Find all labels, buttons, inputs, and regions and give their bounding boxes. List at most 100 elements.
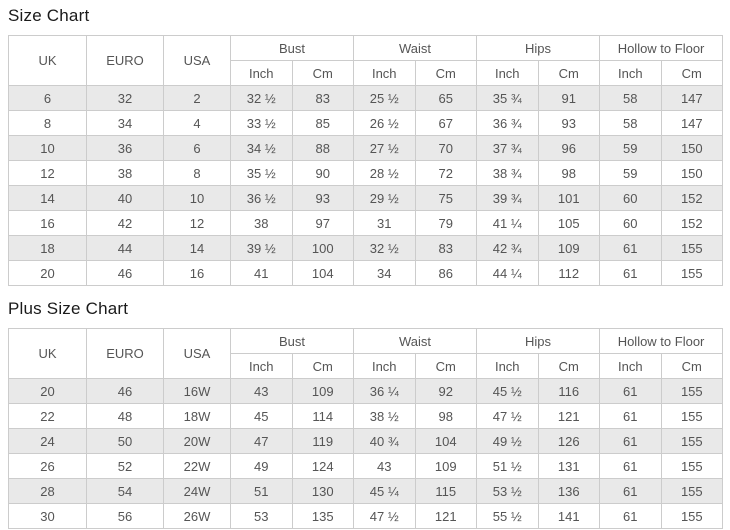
table-cell: 20 — [8, 260, 87, 286]
table-cell: 93 — [291, 185, 355, 211]
table-cell: 56 — [86, 503, 164, 529]
table-cell: 58 — [599, 110, 662, 136]
table-cell: 61 — [599, 478, 662, 504]
table-cell: 38 — [86, 160, 164, 186]
table-cell: 16 — [8, 210, 87, 236]
table-cell: 42 — [86, 210, 164, 236]
table-cell: 67 — [414, 110, 478, 136]
table-cell: 6 — [163, 135, 231, 161]
table-cell: 51 ½ — [476, 453, 539, 479]
table-cell: 30 — [8, 503, 87, 529]
table-cell: 42 ¾ — [476, 235, 539, 261]
table-cell: 75 — [414, 185, 478, 211]
table-cell: 155 — [660, 428, 724, 454]
unit-header-waist-cm: Cm — [414, 60, 478, 86]
table-cell: 10 — [8, 135, 87, 161]
table-cell: 39 ½ — [230, 235, 293, 261]
table-cell: 59 — [599, 135, 662, 161]
table-cell: 45 ½ — [476, 378, 539, 404]
table-cell: 47 — [230, 428, 293, 454]
table-cell: 36 ¼ — [353, 378, 416, 404]
table-row: 8 34 4 33 ½ 85 26 ½ 67 36 ¾ 93 58 147 — [8, 110, 724, 136]
table-cell: 51 — [230, 478, 293, 504]
unit-header-hollow-inch: Inch — [599, 60, 662, 86]
table-body: 20 46 16W 43 109 36 ¼ 92 45 ½ 116 61 155 22 48 18W 45 1… — [8, 378, 724, 529]
table-cell: 16 — [163, 260, 231, 286]
table-cell: 16W — [163, 378, 231, 404]
col-header-bust: Bust — [229, 328, 355, 354]
table-cell: 147 — [660, 85, 724, 111]
table-cell: 59 — [599, 160, 662, 186]
table-cell: 88 — [291, 135, 355, 161]
table-cell: 61 — [599, 453, 662, 479]
header-row-units: Inch Cm Inch Cm Inch Cm Inch Cm — [9, 60, 724, 86]
unit-header-waist-inch: Inch — [353, 60, 416, 86]
unit-header-bust-cm: Cm — [291, 60, 355, 86]
table-cell: 100 — [291, 235, 355, 261]
table-cell: 58 — [599, 85, 662, 111]
table-cell: 8 — [8, 110, 87, 136]
table-cell: 45 — [230, 403, 293, 429]
table-cell: 119 — [291, 428, 355, 454]
table-cell: 45 ¼ — [353, 478, 416, 504]
table-cell: 33 ½ — [230, 110, 293, 136]
plus-size-chart-table: UK EURO USA Bust Waist Hips Hollow to Fl… — [8, 328, 724, 529]
plus-size-chart-title: Plus Size Chart — [8, 299, 129, 318]
table-cell: 38 ¾ — [476, 160, 539, 186]
col-header-hips: Hips — [476, 328, 601, 354]
table-cell: 155 — [660, 403, 724, 429]
table-cell: 44 ¼ — [476, 260, 539, 286]
table-cell: 155 — [660, 478, 724, 504]
table-cell: 22 — [8, 403, 87, 429]
table-cell: 114 — [291, 403, 355, 429]
table-cell: 61 — [599, 403, 662, 429]
table-cell: 28 ½ — [353, 160, 416, 186]
table-body: 6 32 2 32 ½ 83 25 ½ 65 35 ¾ 91 58 147 8 34 4 33 ½ 85 26 … — [8, 85, 724, 286]
col-header-euro: EURO — [86, 35, 164, 86]
table-cell: 121 — [414, 503, 478, 529]
table-row: 22 48 18W 45 114 38 ½ 98 47 ½ 121 61 155 — [8, 403, 724, 429]
col-header-usa: USA — [163, 328, 231, 379]
table-cell: 36 ¾ — [476, 110, 539, 136]
col-header-waist: Waist — [353, 328, 478, 354]
table-cell: 112 — [537, 260, 601, 286]
table-cell: 109 — [291, 378, 355, 404]
table-cell: 152 — [660, 185, 724, 211]
table-cell: 12 — [163, 210, 231, 236]
table-cell: 104 — [291, 260, 355, 286]
table-row: 20 46 16 41 104 34 86 44 ¼ 112 61 155 — [8, 260, 724, 286]
table-cell: 2 — [163, 85, 231, 111]
table-cell: 65 — [414, 85, 478, 111]
table-cell: 40 ¾ — [353, 428, 416, 454]
table-cell: 96 — [537, 135, 601, 161]
col-header-hollow-to-floor: Hollow to Floor — [599, 328, 724, 354]
table-cell: 135 — [291, 503, 355, 529]
table-cell: 43 — [230, 378, 293, 404]
table-cell: 130 — [291, 478, 355, 504]
table-cell: 61 — [599, 428, 662, 454]
table-cell: 32 ½ — [353, 235, 416, 261]
table-cell: 43 — [353, 453, 416, 479]
table-header: UK EURO USA Bust Waist Hips Hollow to Fl… — [8, 328, 724, 379]
table-cell: 53 ½ — [476, 478, 539, 504]
table-cell: 54 — [86, 478, 164, 504]
table-cell: 27 ½ — [353, 135, 416, 161]
table-cell: 150 — [660, 135, 724, 161]
table-cell: 37 ¾ — [476, 135, 539, 161]
table-cell: 36 — [86, 135, 164, 161]
table-cell: 26W — [163, 503, 231, 529]
table-cell: 86 — [414, 260, 478, 286]
table-cell: 83 — [291, 85, 355, 111]
table-row: 6 32 2 32 ½ 83 25 ½ 65 35 ¾ 91 58 147 — [8, 85, 724, 111]
table-cell: 35 ½ — [230, 160, 293, 186]
table-cell: 36 ½ — [230, 185, 293, 211]
header-row-groups: UK EURO USA Bust Waist Hips Hollow to Fl… — [8, 35, 724, 86]
table-cell: 4 — [163, 110, 231, 136]
table-row: 18 44 14 39 ½ 100 32 ½ 83 42 ¾ 109 61 155 — [8, 235, 724, 261]
table-cell: 109 — [414, 453, 478, 479]
table-cell: 34 — [86, 110, 164, 136]
table-cell: 31 — [353, 210, 416, 236]
unit-header-hips-inch: Inch — [476, 353, 539, 379]
table-cell: 14 — [8, 185, 87, 211]
table-cell: 155 — [660, 235, 724, 261]
